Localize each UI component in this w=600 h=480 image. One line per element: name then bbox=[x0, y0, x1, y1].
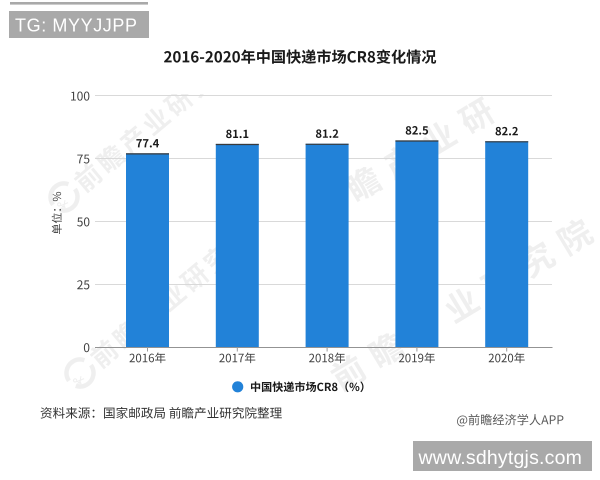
svg-text:www.sdhytgjs.com: www.sdhytgjs.com bbox=[418, 447, 583, 469]
svg-text:TG: MYYJJPP: TG: MYYJJPP bbox=[15, 16, 138, 36]
